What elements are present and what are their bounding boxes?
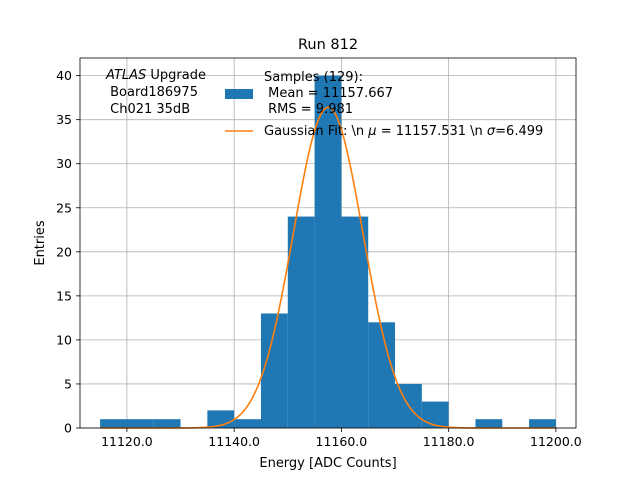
y-tick-label: 5: [64, 376, 72, 391]
legend-samples-line-3: RMS = 9.981: [264, 102, 353, 117]
legend-fit-sigma: σ: [487, 124, 496, 139]
y-tick-label: 35: [56, 112, 72, 127]
annotation-line-2: Board186975: [106, 85, 198, 100]
y-tick-label: 40: [56, 68, 72, 83]
annotation-atlas: ATLAS: [105, 68, 146, 83]
atlas-annotation: ATLAS Upgrade Board186975 Ch021 35dB: [105, 68, 206, 117]
histogram-bar: [287, 216, 315, 428]
y-tick-label: 30: [56, 156, 72, 171]
x-axis-label: Energy [ADC Counts]: [259, 456, 396, 471]
annotation-upgrade: Upgrade: [146, 68, 206, 83]
histogram-bar: [100, 419, 127, 428]
annotation-line-3: Ch021 35dB: [106, 102, 190, 117]
histogram-bar: [341, 216, 369, 428]
histogram-bar: [421, 401, 449, 428]
legend-swatch-samples: [225, 89, 253, 99]
legend-fit-mid: = 11157.531 \n: [377, 124, 487, 139]
histogram-bar: [529, 419, 556, 428]
x-tick-label: 11160.0: [316, 434, 368, 449]
y-axis-ticks: 0 5 10 15 20 25 30 35 40: [56, 68, 80, 436]
x-tick-label: 11140.0: [208, 434, 260, 449]
y-tick-label: 0: [64, 421, 72, 436]
legend-fit-post: =6.499: [495, 124, 543, 139]
histogram-bar: [314, 75, 342, 428]
legend-samples-line-2: Mean = 11157.667: [264, 86, 393, 101]
x-tick-label: 11180.0: [423, 434, 475, 449]
chart-title: Run 812: [298, 37, 358, 53]
y-tick-label: 15: [56, 288, 72, 303]
legend-fit-pre: Gaussian Fit: \n: [264, 124, 368, 139]
y-tick-label: 25: [56, 200, 72, 215]
y-tick-label: 20: [56, 244, 72, 259]
histogram-bar: [126, 419, 154, 428]
legend-samples-line-1: Samples (129):: [264, 70, 363, 85]
histogram-bar: [368, 322, 396, 428]
histogram-bars: [100, 75, 556, 428]
histogram-bar: [475, 419, 503, 428]
legend-fit-label: Gaussian Fit: \n μ = 11157.531 \n σ=6.49…: [264, 124, 543, 139]
annotation-line-1: ATLAS Upgrade: [105, 68, 206, 83]
y-axis-label: Entries: [33, 220, 48, 266]
plot-frame: [79, 57, 577, 429]
x-tick-label: 11200.0: [530, 434, 582, 449]
x-tick-label: 11120.0: [101, 434, 153, 449]
histogram-bar: [234, 419, 261, 428]
legend-fit-mu: μ: [367, 124, 376, 139]
legend: Samples (129): Mean = 11157.667 RMS = 9.…: [225, 70, 543, 139]
y-tick-label: 10: [56, 332, 72, 347]
x-axis-ticks: 11120.0 11140.0 11160.0 11180.0 11200.0: [101, 428, 582, 449]
histogram-bar: [153, 419, 181, 428]
